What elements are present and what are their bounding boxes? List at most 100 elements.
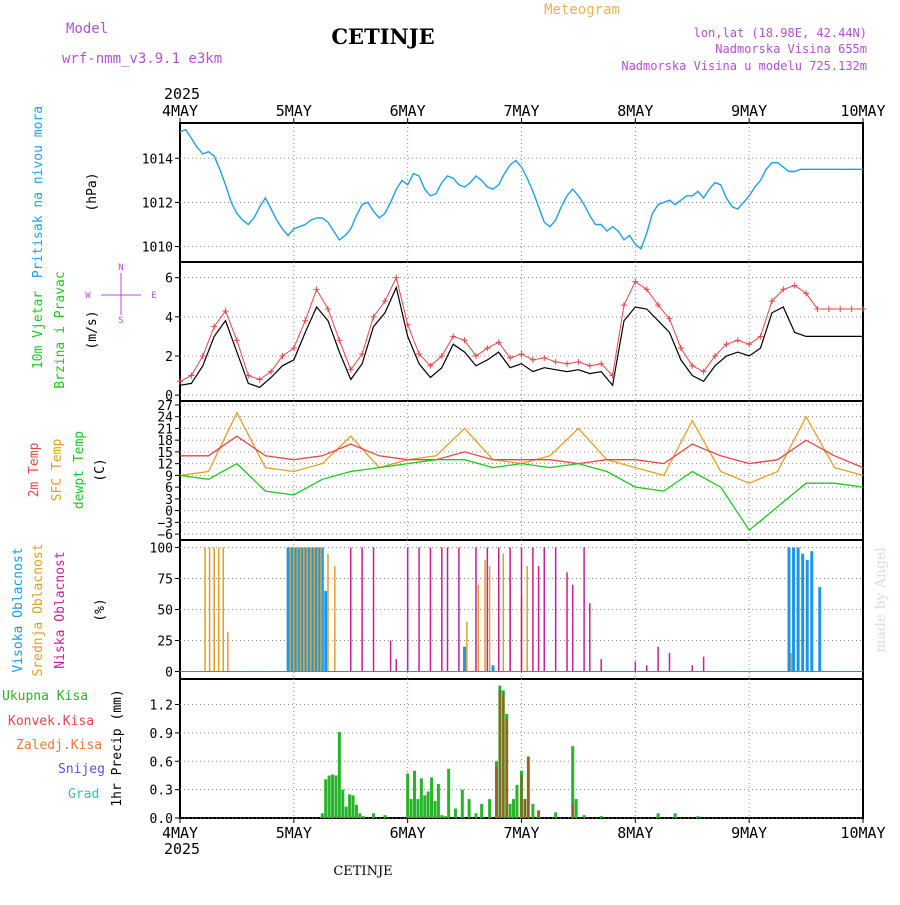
- mid-cloud-bar: [526, 566, 528, 672]
- total-precip-bar: [554, 812, 558, 818]
- gust-marker: [347, 366, 354, 373]
- total-precip-bar: [673, 813, 677, 818]
- gust-marker: [256, 376, 263, 383]
- wind-axis-subtitle: Brzina i Pravac: [53, 271, 68, 388]
- conv-precip-bar: [520, 775, 523, 818]
- mid-cloud-bar: [213, 547, 215, 672]
- low-cloud-bar: [395, 659, 398, 672]
- cloud-unit-label: (%): [93, 598, 108, 621]
- low-cloud-bar: [571, 584, 574, 672]
- gust-marker: [427, 362, 434, 369]
- mid-cloud-bar: [488, 566, 491, 672]
- mid-cloud-bar: [299, 547, 302, 672]
- y-tick-label: 0.9: [150, 727, 173, 742]
- low-cloud-bar: [350, 547, 352, 672]
- total-precip-bar: [419, 778, 423, 818]
- mid-cloud-bar: [306, 547, 309, 672]
- conv-precip-bar: [495, 765, 498, 818]
- y-tick-label: 0.3: [150, 784, 173, 799]
- gust-marker: [598, 360, 605, 367]
- bottom-date-label: 10MAY: [840, 824, 885, 842]
- high-cloud-bar: [463, 646, 467, 672]
- high-cloud-bar: [796, 547, 800, 672]
- top-date-label: 10MAY: [840, 102, 885, 120]
- low-cloud-bar: [429, 547, 432, 672]
- temp-dewpt-title: dewpt Temp: [72, 431, 87, 509]
- conv-precip-bar: [527, 756, 530, 818]
- total-precip-bar: [488, 799, 492, 818]
- mid-cloud-bar: [303, 547, 305, 672]
- mid-cloud-bar: [310, 547, 312, 672]
- gust-marker: [188, 372, 195, 379]
- low-cloud-bar: [532, 547, 534, 672]
- bottom-date-label: 5MAY: [276, 824, 312, 842]
- gust-marker: [643, 286, 650, 293]
- total-precip-bar: [426, 791, 430, 818]
- mid-cloud-bar: [334, 566, 336, 672]
- low-cloud-bar: [634, 661, 637, 672]
- precip-hail-label: Grad: [68, 787, 99, 802]
- low-cloud-bar: [486, 547, 489, 672]
- total-precip-bar: [430, 777, 434, 818]
- total-precip-bar: [351, 795, 355, 818]
- gust-marker: [814, 305, 821, 312]
- total-precip-bar: [406, 773, 410, 818]
- high-cloud-bar: [293, 547, 297, 672]
- total-precip-bar: [512, 799, 516, 818]
- bottom-date-label: 7MAY: [503, 824, 539, 842]
- gust-marker: [666, 315, 673, 322]
- mid-cloud-bar: [316, 547, 319, 672]
- high-cloud-bar: [787, 547, 791, 672]
- cloud-mid-title: Srednja Oblacnost: [31, 543, 46, 676]
- y-tick-label: 3: [165, 493, 173, 508]
- gust-marker: [541, 354, 548, 361]
- total-precip-bar: [341, 789, 345, 818]
- y-tick-label: 25: [157, 635, 173, 650]
- gust-marker: [837, 305, 844, 312]
- gust-marker: [461, 337, 468, 344]
- gust-marker: [757, 333, 764, 340]
- total-precip-bar: [696, 816, 700, 818]
- chart-title: Meteogram: [544, 2, 620, 18]
- gust-marker: [211, 323, 218, 330]
- top-date-labels: 4MAY 5MAY 6MAY 7MAY 8MAY 9MAY 10MAY: [162, 102, 886, 120]
- y-tick-label: 0.6: [150, 755, 173, 770]
- y-tick-label: 4: [165, 311, 173, 326]
- high-cloud-bar: [317, 547, 321, 672]
- gust-marker: [245, 372, 252, 379]
- total-precip-bar: [447, 768, 451, 818]
- bottom-year-label: 2025: [164, 840, 200, 858]
- total-precip-bar: [354, 804, 358, 818]
- high-cloud-bar: [818, 587, 822, 672]
- low-cloud-bar: [509, 547, 511, 672]
- y-tick-label: 24: [157, 411, 173, 426]
- total-precip-bar: [480, 803, 484, 818]
- y-tick-label: 6: [165, 272, 173, 287]
- low-cloud-bar: [657, 646, 659, 672]
- bottom-date-label: 8MAY: [617, 824, 653, 842]
- low-cloud-bar: [418, 547, 420, 672]
- high-cloud-bar: [805, 559, 809, 672]
- low-cloud-bar: [441, 547, 443, 672]
- total-precip-bar: [327, 775, 331, 818]
- total-precip-bar: [331, 774, 335, 818]
- low-cloud-bar: [583, 547, 585, 672]
- high-cloud-bar: [290, 547, 294, 672]
- total-precip-bar: [453, 808, 457, 818]
- gust-marker: [199, 352, 206, 359]
- conv-precip-bar: [498, 690, 501, 818]
- gust-marker: [768, 298, 775, 305]
- low-cloud-bar: [645, 665, 648, 672]
- gust-marker: [734, 337, 741, 344]
- total-precip-bar: [348, 794, 352, 818]
- gust-marker: [552, 358, 559, 365]
- precip-unit-label: 1hr Precip (mm): [110, 689, 125, 806]
- station-title: CETINJE: [331, 24, 434, 49]
- total-precip-bar: [344, 806, 348, 818]
- gust-marker: [404, 321, 411, 328]
- gust-marker: [791, 282, 798, 289]
- total-precip-bar: [412, 770, 416, 818]
- low-cloud-bar: [668, 652, 671, 672]
- y-tick-label: 1012: [142, 196, 173, 211]
